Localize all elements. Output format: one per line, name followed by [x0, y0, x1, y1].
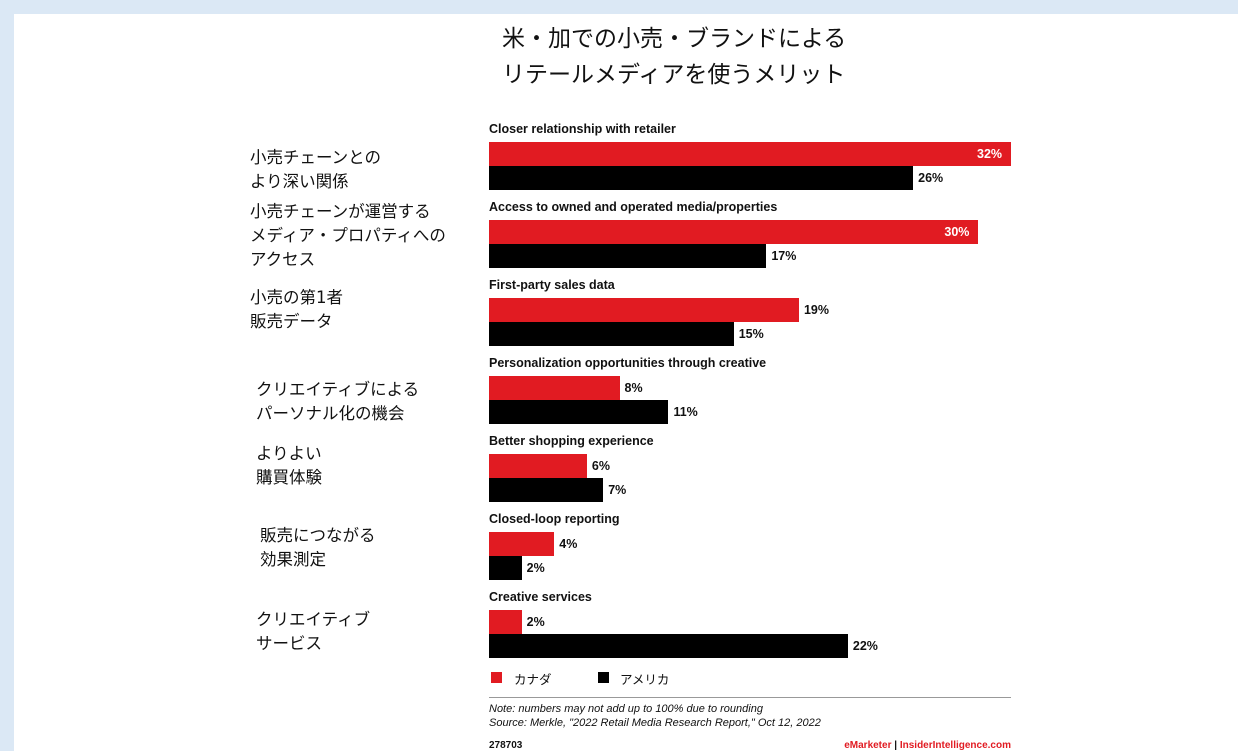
bar [489, 454, 587, 478]
legend-label-canada: カナダ [514, 672, 552, 687]
category-label-jp: クリエイティブによる パーソナル化の機会 [256, 380, 420, 423]
footer-note: Note: numbers may not add up to 100% due… [489, 703, 763, 715]
bar-value-label: 6% [591, 459, 610, 473]
chart-id: 278703 [489, 740, 523, 751]
category-label-jp: 小売チェーンが運営する メディア・プロパティへの アクセス [250, 202, 446, 269]
category-label-jp: 小売の第1者 販売データ [250, 288, 343, 331]
category-label: Better shopping experience [489, 434, 654, 448]
brand-separator: | [891, 740, 900, 751]
bar [489, 556, 522, 580]
bar [489, 322, 734, 346]
category-label: Access to owned and operated media/prope… [489, 200, 778, 214]
bar-value-label: 17% [771, 249, 797, 263]
bar-value-label: 8% [624, 381, 643, 395]
bar-value-label: 2% [526, 615, 545, 629]
bar-value-label: 22% [852, 639, 878, 653]
bar [489, 244, 767, 268]
bar [489, 376, 620, 400]
legend-label-usa: アメリカ [620, 672, 670, 687]
footer-divider [489, 697, 1011, 698]
bar-value-label: 26% [918, 171, 944, 185]
category-label: Personalization opportunities through cr… [489, 356, 767, 370]
bar-value-label: 32% [977, 147, 1003, 161]
bar-value-label: 15% [738, 327, 764, 341]
bar [489, 610, 522, 634]
bar [489, 532, 555, 556]
bar [489, 478, 604, 502]
brand-primary: eMarketer [844, 740, 892, 751]
chart-canvas: 米・加での小売・ブランドによる リテールメディアを使うメリット 小売チェーンとの… [14, 14, 1238, 751]
category-label-jp: 販売につながる 効果測定 [260, 526, 376, 569]
bar [489, 220, 979, 244]
category-label-jp: 小売チェーンとの より深い関係 [250, 148, 382, 191]
bar [489, 142, 1011, 166]
legend-swatch-usa [598, 672, 609, 683]
category-label: Creative services [489, 590, 592, 604]
brand-secondary: InsiderIntelligence.com [899, 740, 1011, 751]
bar-value-label: 30% [944, 225, 970, 239]
brand-credit: eMarketer | InsiderIntelligence.com [844, 740, 1011, 751]
bar [489, 298, 799, 322]
chart-title-line-2: リテールメディアを使うメリット [502, 62, 846, 88]
category-label: Closed-loop reporting [489, 512, 620, 526]
legend-swatch-canada [491, 672, 502, 683]
category-label-jp: よりよい 購買体験 [256, 444, 322, 487]
bar-value-label: 7% [608, 483, 627, 497]
bar-value-label: 19% [803, 303, 829, 317]
category-label-jp: クリエイティブ サービス [256, 610, 371, 653]
bar-value-label: 4% [559, 537, 578, 551]
bar-value-label: 11% [673, 405, 698, 419]
category-label: First-party sales data [489, 278, 615, 292]
bar [489, 166, 914, 190]
category-label: Closer relationship with retailer [489, 122, 676, 136]
bar [489, 634, 848, 658]
chart-title-line-1: 米・加での小売・ブランドによる [502, 26, 847, 52]
bar [489, 400, 669, 424]
bar-value-label: 2% [526, 561, 545, 575]
footer-source: Source: Merkle, "2022 Retail Media Resea… [489, 717, 821, 729]
